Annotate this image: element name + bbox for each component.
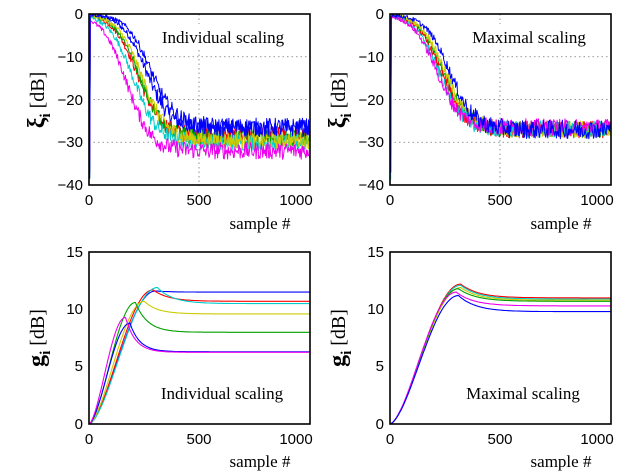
annotation-bg	[142, 380, 302, 406]
series-line	[88, 286, 310, 425]
y-tick-label: 0	[75, 416, 83, 433]
y-axis-symbol: g	[24, 355, 50, 367]
x-axis-label: sample #	[531, 214, 592, 233]
y-tick-label: −20	[58, 92, 83, 109]
y-axis-label: ξi [dB]	[24, 72, 54, 129]
x-tick-label: 500	[487, 431, 512, 448]
y-axis-subscript: i	[38, 351, 54, 355]
y-tick-label: 0	[376, 6, 384, 23]
x-tick-label: 1000	[580, 431, 613, 448]
panel-g-individual: Individual scaling 15 10 5 0 0 500 1000 …	[24, 244, 313, 471]
series-line	[88, 289, 310, 425]
series-line	[88, 13, 311, 174]
y-tick-label: −10	[58, 49, 83, 66]
plot-frame	[389, 251, 612, 425]
x-tick-label: 0	[386, 192, 394, 209]
x-tick-label: 0	[386, 431, 394, 448]
plot-frame	[389, 13, 612, 186]
panel-xi-maximal: Maximal scaling 0 −10 −20 −30 −40 0 500 …	[325, 6, 614, 233]
y-axis-unit: [dB]	[27, 309, 49, 351]
series-line	[389, 291, 611, 425]
y-axis-unit: [dB]	[27, 72, 49, 114]
x-tick-label: 0	[85, 431, 93, 448]
y-tick-label: −30	[359, 134, 384, 151]
annotation-text: Maximal scaling	[472, 28, 586, 47]
y-tick-label: 10	[66, 301, 83, 318]
y-axis-subscript: i	[339, 113, 355, 117]
y-tick-label: −20	[359, 92, 384, 109]
x-tick-label: 0	[85, 192, 93, 209]
series-group	[389, 283, 611, 425]
y-axis-symbol: g	[325, 355, 351, 367]
y-axis-subscript: i	[38, 113, 54, 117]
series-group	[88, 286, 310, 425]
y-axis-label: gi [dB]	[24, 309, 54, 367]
y-axis-subscript: i	[339, 351, 355, 355]
y-tick-label: −40	[359, 177, 384, 194]
y-tick-label: 0	[376, 416, 384, 433]
series-line	[88, 13, 311, 179]
series-line	[88, 300, 310, 425]
series-group	[88, 13, 311, 180]
panel-g-maximal: Maximal scaling 15 10 5 0 0 500 1000 sam…	[325, 244, 614, 471]
y-tick-label: 5	[376, 358, 384, 375]
annotation-text: Maximal scaling	[466, 384, 580, 403]
annotation-bg	[142, 24, 304, 50]
x-tick-label: 1000	[279, 431, 312, 448]
series-line	[88, 316, 310, 425]
series-line	[389, 13, 612, 173]
x-axis-label: sample #	[531, 452, 592, 471]
annotation-text: Individual scaling	[161, 384, 284, 403]
y-axis-label: gi [dB]	[325, 309, 355, 367]
annotation-text: Individual scaling	[162, 28, 285, 47]
x-tick-label: 500	[186, 431, 211, 448]
x-axis-label: sample #	[230, 452, 291, 471]
series-line	[88, 301, 310, 425]
y-axis-symbol: ξ	[325, 117, 351, 128]
series-line	[88, 20, 311, 180]
x-tick-label: 500	[186, 192, 211, 209]
y-axis-unit: [dB]	[328, 72, 350, 114]
x-axis-label: sample #	[230, 214, 291, 233]
y-tick-label: −30	[58, 134, 83, 151]
y-tick-label: 15	[66, 244, 83, 261]
series-line	[389, 286, 611, 425]
series-group	[389, 13, 612, 180]
x-tick-label: 500	[487, 192, 512, 209]
y-tick-label: −10	[359, 49, 384, 66]
annotation-bg	[448, 380, 598, 406]
y-tick-label: 15	[367, 244, 384, 261]
y-axis-label: ξi [dB]	[325, 72, 355, 129]
x-tick-label: 1000	[580, 192, 613, 209]
y-tick-label: −40	[58, 177, 83, 194]
y-tick-label: 0	[75, 6, 83, 23]
annotation-bg	[450, 24, 604, 50]
y-tick-label: 10	[367, 301, 384, 318]
series-line	[389, 295, 611, 425]
panel-xi-individual: Individual scaling 0 −10 −20 −30 −40 0 5…	[24, 6, 313, 233]
plot-frame	[88, 251, 311, 425]
y-axis-unit: [dB]	[328, 309, 350, 351]
plot-frame	[88, 13, 311, 186]
x-tick-label: 1000	[279, 192, 312, 209]
y-tick-label: 5	[75, 358, 83, 375]
y-axis-symbol: ξ	[24, 117, 50, 128]
